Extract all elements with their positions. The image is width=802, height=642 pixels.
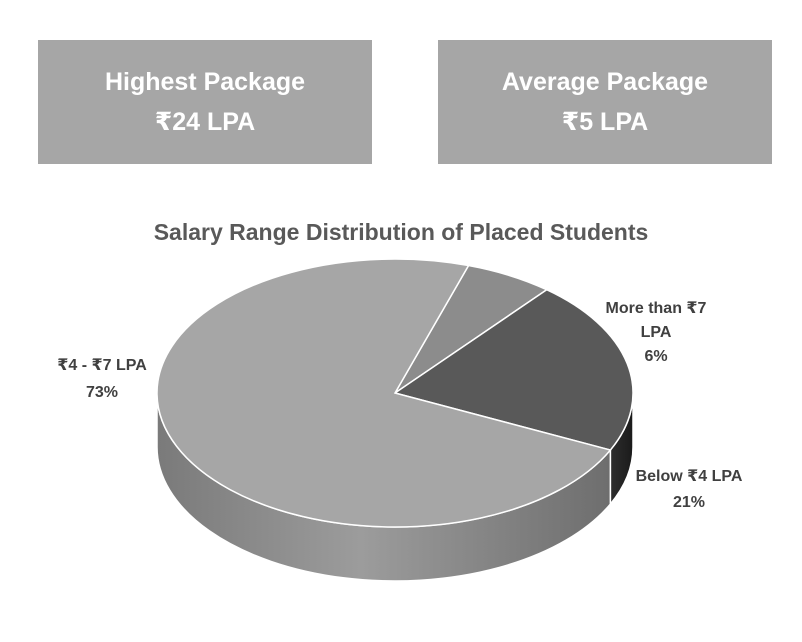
slice-label-4-7: ₹4 - ₹7 LPA bbox=[57, 357, 147, 374]
highest-package-value: ₹24 LPA bbox=[154, 108, 256, 136]
pie-slice-2 bbox=[393, 288, 634, 451]
slice-percent-4-7: 73% bbox=[86, 384, 118, 401]
average-package-title: Average Package bbox=[501, 68, 709, 96]
highest-package-title: Highest Package bbox=[104, 68, 306, 96]
highest-package-card: Highest Package ₹24 LPA bbox=[38, 40, 372, 164]
slice-percent-more-than-7: 6% bbox=[644, 348, 667, 365]
slice-label-more-than-7: More than ₹7 LPA bbox=[606, 300, 707, 341]
average-package-value: ₹5 LPA bbox=[561, 108, 649, 136]
slice-label-below-4: Below ₹4 LPA bbox=[636, 468, 743, 485]
chart-title: Salary Range Distribution of Placed Stud… bbox=[153, 219, 649, 245]
slice-percent-below-4: 21% bbox=[673, 494, 705, 511]
average-package-card: Average Package ₹5 LPA bbox=[438, 40, 772, 164]
pie-slice-0 bbox=[156, 258, 612, 528]
